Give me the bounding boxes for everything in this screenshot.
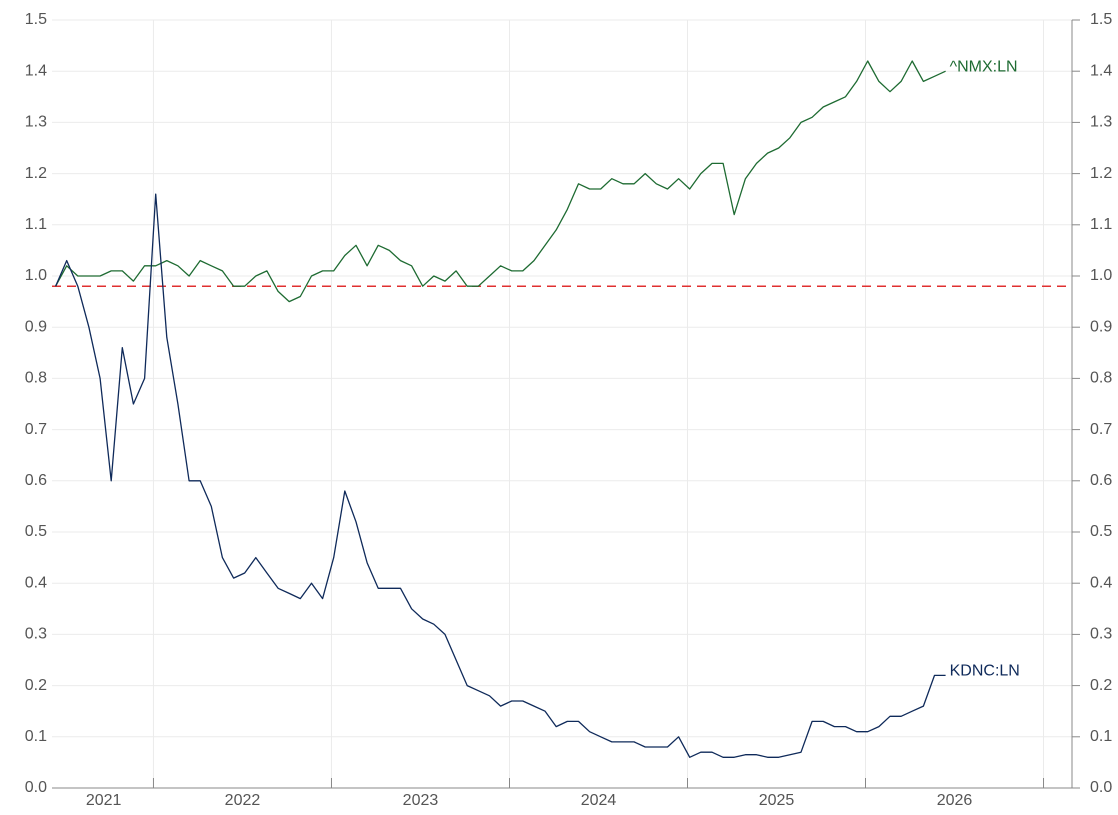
y-tick-label: 0.2 bbox=[25, 677, 47, 694]
x-tick-label: 2021 bbox=[86, 792, 122, 809]
y2-tick-label: 1.4 bbox=[1090, 62, 1112, 79]
y-tick-label: 0.9 bbox=[25, 318, 47, 335]
y2-tick-label: 0.2 bbox=[1090, 677, 1112, 694]
x-tick-label: 2022 bbox=[225, 792, 261, 809]
y-tick-label: 0.6 bbox=[25, 472, 47, 489]
y2-tick-label: 1.5 bbox=[1090, 11, 1112, 28]
y2-tick-label: 1.2 bbox=[1090, 165, 1112, 182]
y2-tick-label: 0.5 bbox=[1090, 523, 1112, 540]
x-tick-label: 2024 bbox=[581, 792, 617, 809]
y2-tick-label: 1.0 bbox=[1090, 267, 1112, 284]
y-tick-label: 0.5 bbox=[25, 523, 47, 540]
y-tick-label: 1.0 bbox=[25, 267, 47, 284]
y2-tick-label: 0.4 bbox=[1090, 574, 1112, 591]
y-tick-label: 1.2 bbox=[25, 165, 47, 182]
y2-tick-label: 0.6 bbox=[1090, 472, 1112, 489]
series-line bbox=[55, 60, 946, 303]
y-tick-label: 0.3 bbox=[25, 626, 47, 643]
y2-tick-label: 0.1 bbox=[1090, 728, 1112, 745]
y2-tick-label: 0.8 bbox=[1090, 370, 1112, 387]
y-tick-label: 0.1 bbox=[25, 728, 47, 745]
y-tick-label: 1.5 bbox=[25, 11, 47, 28]
y2-tick-label: 1.1 bbox=[1090, 216, 1112, 233]
y-tick-label: 1.1 bbox=[25, 216, 47, 233]
y2-tick-label: 0.3 bbox=[1090, 626, 1112, 643]
y-tick-label: 1.4 bbox=[25, 62, 47, 79]
series-label: KDNC:LN bbox=[950, 663, 1020, 680]
x-tick-label: 2023 bbox=[403, 792, 439, 809]
y-tick-label: 0.7 bbox=[25, 421, 47, 438]
y2-tick-label: 0.7 bbox=[1090, 421, 1112, 438]
x-tick-label: 2026 bbox=[937, 792, 973, 809]
series-line bbox=[55, 193, 946, 758]
x-tick-label: 2025 bbox=[759, 792, 795, 809]
y2-tick-label: 0.9 bbox=[1090, 318, 1112, 335]
y2-tick-label: 1.3 bbox=[1090, 114, 1112, 131]
y-tick-label: 0.0 bbox=[25, 779, 47, 796]
y2-tick-label: 0.0 bbox=[1090, 779, 1112, 796]
y-tick-label: 0.8 bbox=[25, 370, 47, 387]
series-label: ^NMX:LN bbox=[950, 58, 1018, 75]
y-tick-label: 1.3 bbox=[25, 114, 47, 131]
y-tick-label: 0.4 bbox=[25, 574, 47, 591]
